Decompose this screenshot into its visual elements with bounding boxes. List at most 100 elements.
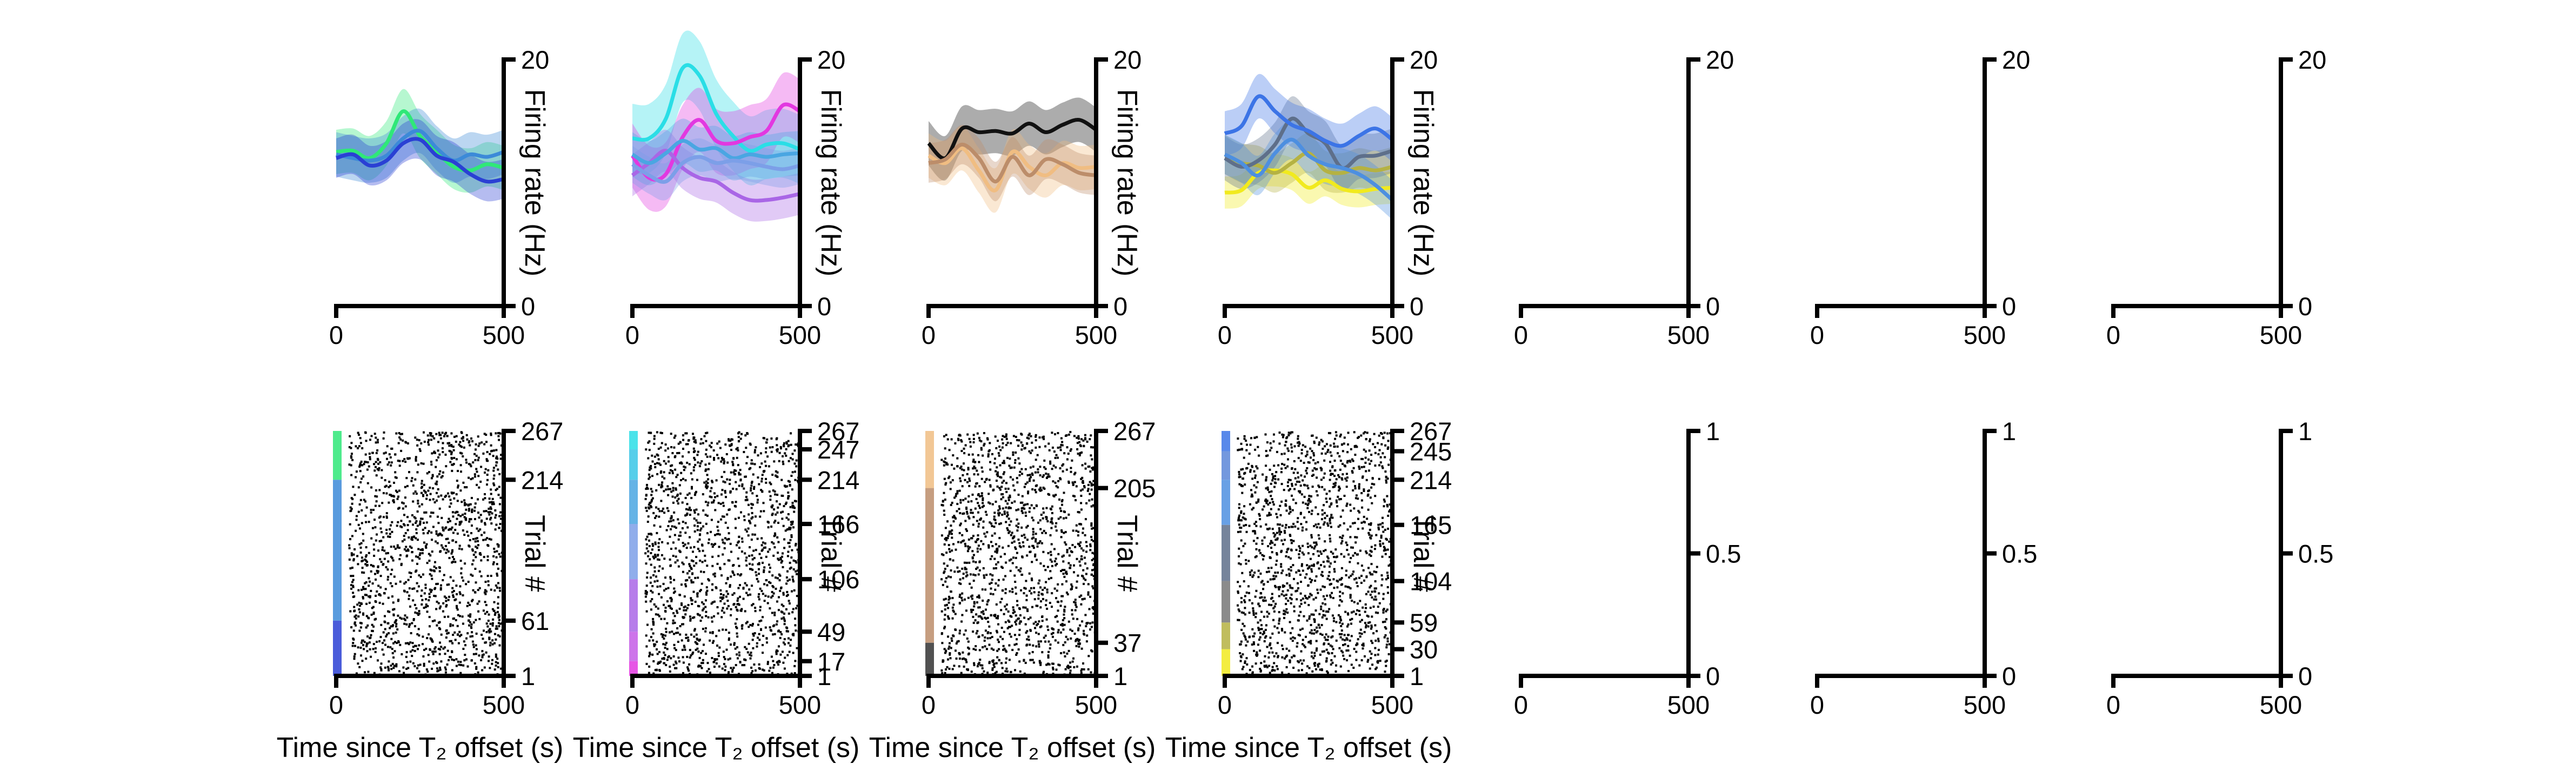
spike-dot xyxy=(992,648,995,651)
spike-dot xyxy=(677,641,679,643)
spike-dot xyxy=(710,446,712,448)
spike-dot xyxy=(750,652,752,654)
spike-dot xyxy=(986,437,989,440)
spike-dot xyxy=(705,483,708,486)
spike-dot xyxy=(776,511,779,514)
spike-dot xyxy=(1038,542,1040,544)
spike-dot xyxy=(692,590,695,593)
spike-dot xyxy=(473,662,476,665)
spike-dot xyxy=(382,631,385,634)
spike-dot xyxy=(1078,441,1080,443)
spike-dot xyxy=(991,660,994,662)
spike-dot xyxy=(765,637,768,640)
spike-dot xyxy=(665,529,668,532)
spike-dot xyxy=(410,572,412,574)
spike-dot xyxy=(477,589,479,592)
spike-dot xyxy=(1056,620,1059,623)
spike-dot xyxy=(1079,489,1082,492)
spike-dot xyxy=(743,451,745,453)
spike-dot xyxy=(753,663,756,666)
spike-dot xyxy=(1239,652,1242,654)
spike-dot xyxy=(744,646,746,648)
spike-dot xyxy=(992,567,995,570)
spike-dot xyxy=(759,466,762,468)
spike-dot xyxy=(398,436,401,439)
spike-dot xyxy=(1090,482,1093,485)
spike-dot xyxy=(361,571,363,574)
spike-dot xyxy=(686,579,689,581)
spike-dot xyxy=(375,601,377,603)
spike-dot xyxy=(648,440,651,443)
spike-dot xyxy=(1351,458,1353,461)
spike-dot xyxy=(984,636,986,639)
spike-dot xyxy=(720,456,723,459)
spike-dot xyxy=(438,507,441,510)
spike-dot xyxy=(776,471,779,474)
spike-dot xyxy=(770,437,773,440)
spike-dot xyxy=(961,540,964,542)
spike-dot xyxy=(945,603,948,606)
spike-dot xyxy=(1031,659,1034,661)
spike-dot xyxy=(738,651,740,654)
spike-dot xyxy=(417,648,419,650)
spike-dot xyxy=(365,594,368,596)
spike-dot xyxy=(442,528,444,531)
spike-dot xyxy=(995,447,998,449)
spike-dot xyxy=(376,449,379,451)
spike-dot xyxy=(785,595,788,597)
spike-dot xyxy=(362,644,364,647)
spike-dot xyxy=(946,438,949,441)
spike-dot xyxy=(1012,435,1015,437)
spike-dot xyxy=(789,457,792,460)
spike-dot xyxy=(981,634,984,636)
spike-dot xyxy=(1069,661,1071,664)
spike-dot xyxy=(955,658,958,660)
spike-dot xyxy=(651,454,653,457)
spike-dot xyxy=(762,470,765,473)
spike-dot xyxy=(669,558,671,561)
spike-dot xyxy=(388,486,390,488)
spike-dot xyxy=(791,453,794,455)
spike-dot xyxy=(498,635,501,637)
spike-dot xyxy=(966,481,969,483)
spike-dot xyxy=(359,527,361,530)
spike-dot xyxy=(693,440,696,443)
spike-dot xyxy=(951,606,954,609)
spike-dot xyxy=(1032,661,1035,664)
spike-dot xyxy=(954,628,957,631)
spike-dot xyxy=(780,586,783,589)
spike-dot xyxy=(477,475,480,477)
spike-dot xyxy=(433,588,436,590)
spike-dot xyxy=(961,567,964,570)
spike-dot xyxy=(498,439,500,441)
spike-dot xyxy=(1053,548,1056,550)
spike-dot xyxy=(722,650,725,653)
spike-dot xyxy=(1057,631,1059,634)
spike-dot xyxy=(663,477,666,480)
spike-dot xyxy=(444,646,446,649)
spike-dot xyxy=(1076,580,1078,583)
spike-dot xyxy=(403,535,405,537)
spike-dot xyxy=(1035,434,1037,436)
spike-dot xyxy=(352,592,355,594)
spike-dot xyxy=(1049,462,1052,465)
spike-dot xyxy=(1006,527,1009,529)
spike-dot xyxy=(776,536,779,539)
spike-dot xyxy=(663,637,665,640)
spike-dot xyxy=(773,546,776,549)
spike-dot xyxy=(1344,477,1347,480)
spike-dot xyxy=(1010,534,1012,536)
spike-dot xyxy=(743,515,745,517)
spike-dot xyxy=(996,547,999,550)
spike-dot xyxy=(682,439,685,441)
spike-dot xyxy=(422,532,425,535)
spike-dot xyxy=(359,499,362,501)
spike-dot xyxy=(1084,534,1086,536)
spike-dot xyxy=(690,597,692,600)
spike-dot xyxy=(788,642,790,645)
x-axis-label: Time since T₂ offset (s) xyxy=(277,732,564,763)
spike-dot xyxy=(1065,570,1067,573)
spike-dot xyxy=(455,658,458,661)
spike-dot xyxy=(997,512,999,515)
condition-color-block xyxy=(925,431,934,488)
